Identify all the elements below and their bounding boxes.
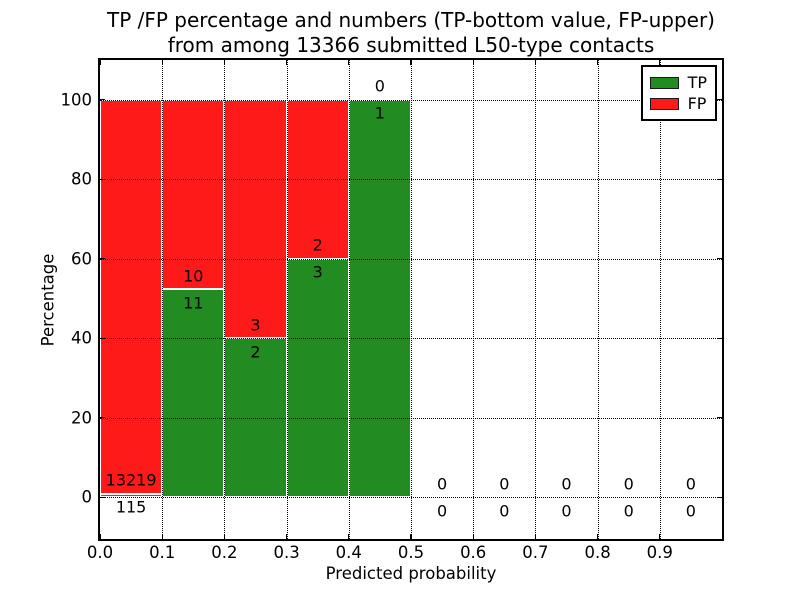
x-tick-label: 0.7: [522, 543, 549, 562]
tp-count-label: 0: [499, 501, 510, 521]
chart-title: TP /FP percentage and numbers (TP-bottom…: [100, 8, 722, 58]
x-tick-bottom: [99, 534, 101, 539]
v-gridline: [286, 60, 288, 539]
v-gridline: [597, 60, 599, 539]
x-tick-label: 0.3: [273, 543, 300, 562]
fp-bar: [224, 99, 287, 339]
x-tick-top: [99, 60, 101, 65]
y-tick-left: [100, 178, 105, 180]
x-tick-bottom: [596, 534, 599, 539]
tp-count-label: 0: [623, 501, 634, 521]
y-tick-left: [100, 99, 105, 101]
legend: TP FP: [640, 65, 717, 121]
chart-title-line1: TP /FP percentage and numbers (TP-bottom…: [107, 8, 715, 32]
y-tick-right: [717, 337, 722, 339]
v-gridline: [659, 60, 661, 539]
tp-bar: [100, 493, 163, 498]
x-tick-bottom: [534, 534, 537, 539]
x-tick-top: [534, 60, 537, 65]
x-tick-top: [161, 60, 163, 65]
y-tick-label: 20: [71, 408, 92, 428]
x-tick-label: 0.2: [211, 543, 238, 562]
fp-bar: [100, 99, 163, 494]
v-gridline: [348, 60, 350, 539]
fp-count-label: 0: [437, 474, 448, 494]
x-tick-bottom: [223, 534, 226, 539]
y-tick-right: [717, 178, 722, 180]
x-tick-label: 0.9: [646, 543, 673, 562]
x-tick-bottom: [659, 534, 661, 539]
fp-count-label: 3: [250, 315, 261, 335]
tp-bar: [162, 289, 225, 498]
v-gridline: [162, 60, 164, 539]
y-tick-left: [100, 417, 105, 419]
y-tick-label: 100: [60, 90, 93, 110]
tp-count-label: 2: [250, 342, 261, 362]
tp-count-label: 0: [561, 501, 572, 521]
y-tick-label: 60: [71, 249, 92, 269]
x-tick-label: 0.5: [397, 543, 425, 562]
x-tick-top: [659, 60, 661, 65]
y-tick-left: [100, 337, 105, 339]
x-tick-top: [472, 60, 474, 65]
tp-count-label: 3: [312, 262, 323, 282]
x-axis-label: Predicted probability: [325, 564, 497, 583]
fp-count-label: 10: [183, 266, 204, 286]
tp-legend-label: TP: [687, 73, 707, 92]
fp-count-label: 13219: [105, 470, 157, 490]
y-tick-label: 40: [71, 328, 92, 348]
x-tick-top: [348, 60, 350, 65]
x-tick-bottom: [161, 534, 163, 539]
x-tick-bottom: [348, 534, 350, 539]
x-tick-bottom: [472, 534, 474, 539]
fp-count-label: 0: [623, 474, 634, 494]
x-tick-label: 0.0: [86, 543, 114, 562]
y-tick-left: [100, 496, 105, 498]
y-tick-label: 80: [71, 169, 92, 189]
y-tick-right: [717, 417, 722, 419]
fp-count-label: 2: [312, 235, 323, 255]
x-tick-label: 0.1: [149, 543, 176, 562]
tp-count-label: 1: [374, 103, 385, 123]
v-gridline: [535, 60, 537, 539]
x-tick-top: [410, 60, 412, 65]
legend-entry-tp: TP: [649, 72, 707, 93]
fp-legend-label: FP: [687, 94, 707, 113]
x-tick-top: [596, 60, 599, 65]
v-gridline: [224, 60, 226, 539]
fp-legend-swatch-icon: [649, 97, 679, 110]
y-tick-right: [717, 258, 722, 260]
x-tick-top: [285, 60, 288, 65]
tp-legend-swatch-icon: [649, 76, 679, 89]
y-tick-label: 0: [81, 487, 93, 507]
x-tick-label: 0.4: [335, 543, 362, 562]
tp-count-label: 0: [685, 501, 696, 521]
y-tick-right: [717, 496, 722, 498]
tp-bar: [348, 99, 411, 498]
x-tick-label: 0.6: [460, 543, 487, 562]
x-tick-bottom: [285, 534, 288, 539]
fp-count-label: 0: [561, 474, 572, 494]
tp-count-label: 115: [115, 497, 147, 517]
tp-count-label: 0: [437, 501, 448, 521]
fp-bar: [162, 99, 225, 290]
x-tick-bottom: [410, 534, 412, 539]
plot-area: TP FP 13219 115 10 11 3 2 2 3 0 1 0 0 0 0 0 0 0 0 0 0: [98, 58, 724, 541]
y-tick-right: [717, 99, 722, 101]
x-tick-label: 0.8: [584, 543, 611, 562]
fp-count-label: 0: [685, 474, 696, 494]
y-tick-left: [100, 258, 105, 260]
x-tick-top: [223, 60, 226, 65]
v-gridline: [473, 60, 475, 539]
tp-count-label: 11: [183, 293, 204, 313]
chart-title-line2: from among 13366 submitted L50-type cont…: [167, 33, 655, 57]
legend-entry-fp: FP: [649, 93, 707, 114]
v-gridline: [411, 60, 412, 539]
tp-bar: [286, 258, 349, 498]
fp-count-label: 0: [499, 474, 510, 494]
fp-count-label: 0: [374, 76, 385, 96]
